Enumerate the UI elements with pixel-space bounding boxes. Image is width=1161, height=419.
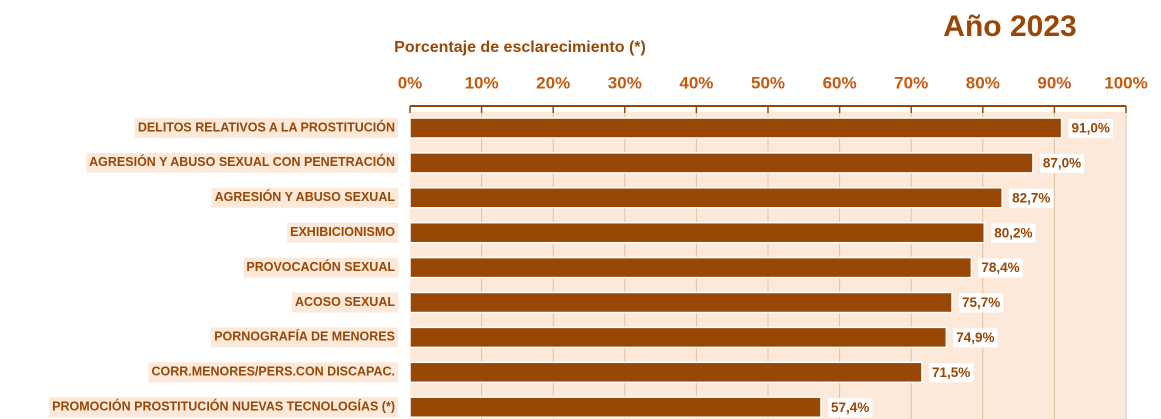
value-label: 82,7% <box>1012 190 1050 205</box>
x-tick-label: 20% <box>536 73 570 92</box>
category-label-background <box>134 118 398 138</box>
category-label-background <box>243 257 399 278</box>
bar <box>409 361 923 384</box>
category-label-background <box>287 222 399 243</box>
bar <box>409 256 973 279</box>
x-tick-label: 0% <box>398 73 423 92</box>
value-label: 91,0% <box>1072 121 1110 136</box>
x-tick-label: 100% <box>1104 73 1147 92</box>
x-tick-label: 40% <box>679 73 713 92</box>
category-label-background <box>291 292 399 313</box>
bar <box>409 152 1034 174</box>
value-label-background <box>978 258 1023 278</box>
value-label: 57,4% <box>831 400 869 415</box>
x-tick-label: 70% <box>894 73 928 92</box>
x-tick-label: 10% <box>465 73 499 92</box>
x-tick-label: 90% <box>1037 73 1071 92</box>
value-label-background <box>953 328 998 348</box>
category-label-background <box>49 397 398 418</box>
value-label-background <box>1039 153 1085 173</box>
bar <box>409 396 822 418</box>
chart-title: Año 2023 <box>943 10 1076 43</box>
value-label: 75,7% <box>962 295 1000 310</box>
category-label: PORNOGRAFÍA DE MENORES <box>214 329 395 344</box>
x-tick-label: 50% <box>751 73 785 92</box>
category-label: CORR.MENORES/PERS.CON DISCAPAC. <box>151 365 395 379</box>
category-label-background <box>211 327 398 348</box>
value-label-background <box>959 293 1004 313</box>
category-label: ACOSO SEXUAL <box>295 295 395 309</box>
value-label: 71,5% <box>932 365 970 380</box>
value-label: 78,4% <box>981 260 1019 275</box>
x-tick-label: 60% <box>823 73 857 92</box>
bar <box>409 187 1003 209</box>
category-label: DELITOS RELATIVOS A LA PROSTITUCIÓN <box>138 119 395 134</box>
category-label: PROVOCACIÓN SEXUAL <box>246 259 395 274</box>
value-label-background <box>1009 188 1054 208</box>
bar <box>409 221 985 244</box>
x-tick-label: 80% <box>966 73 1000 92</box>
value-label-background <box>928 363 974 383</box>
value-label-background <box>991 223 1036 243</box>
bar <box>409 291 953 314</box>
x-axis-label: Porcentaje de esclarecimiento (*) <box>394 39 646 56</box>
bar <box>409 326 948 349</box>
category-label-background <box>211 187 399 208</box>
category-label: AGRESIÓN Y ABUSO SEXUAL CON PENETRACIÓN <box>89 154 395 169</box>
value-label: 80,2% <box>994 225 1032 240</box>
category-label: AGRESIÓN Y ABUSO SEXUAL <box>215 189 396 204</box>
category-label: EXHIBICIONISMO <box>290 225 395 239</box>
x-tick-label: 30% <box>608 73 642 92</box>
value-label-background <box>827 398 873 418</box>
value-label: 74,9% <box>956 330 994 345</box>
value-label: 87,0% <box>1043 155 1081 170</box>
bar <box>409 117 1063 139</box>
category-label: PROMOCIÓN PROSTITUCIÓN NUEVAS TECNOLOGÍA… <box>52 398 395 413</box>
category-label-background <box>86 152 398 173</box>
category-label-background <box>148 362 398 383</box>
value-label-background <box>1068 119 1113 138</box>
